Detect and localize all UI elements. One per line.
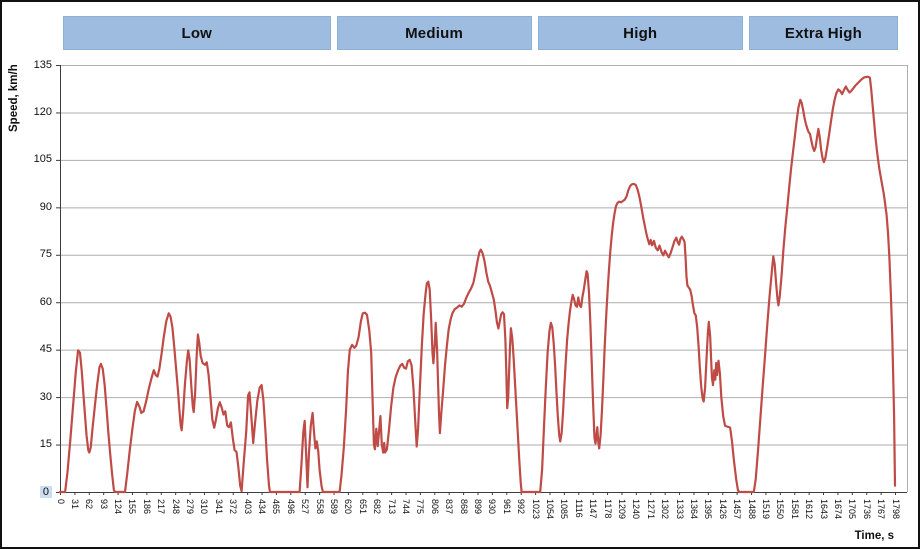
x-tick-label-186: 186 (141, 499, 152, 515)
x-tick-label-775: 775 (415, 499, 426, 515)
x-tick-label-1302: 1302 (660, 499, 671, 520)
x-tick-label-248: 248 (170, 499, 181, 515)
x-tick-label-1364: 1364 (688, 499, 699, 520)
x-tick-label-1519: 1519 (760, 499, 771, 520)
x-tick-label-93: 93 (98, 499, 109, 510)
x-tick-label-1395: 1395 (703, 499, 714, 520)
x-tick-label-1209: 1209 (616, 499, 627, 520)
x-tick-label-496: 496 (285, 499, 296, 515)
x-tick-label-961: 961 (501, 499, 512, 515)
x-tick-label-1488: 1488 (746, 499, 757, 520)
x-tick-label-1023: 1023 (530, 499, 541, 520)
x-tick-label-62: 62 (84, 499, 95, 510)
x-tick-label-217: 217 (156, 499, 167, 515)
x-tick-label-279: 279 (185, 499, 196, 515)
y-tick-label-90: 90 (39, 200, 52, 213)
x-tick-label-589: 589 (329, 499, 340, 515)
x-tick-label-620: 620 (343, 499, 354, 515)
x-tick-label-372: 372 (228, 499, 239, 515)
x-tick-label-899: 899 (473, 499, 483, 515)
x-tick-label-0: 0 (55, 499, 66, 505)
y-tick-label-75: 75 (39, 248, 52, 261)
x-tick-label-465: 465 (271, 499, 282, 515)
phase-band-high: High (537, 16, 743, 50)
x-tick-label-992: 992 (516, 499, 527, 515)
origin-label-highlight: 0 (39, 485, 52, 498)
x-tick-label-1333: 1333 (674, 499, 685, 520)
x-tick-label-1054: 1054 (544, 499, 555, 520)
speed-series-line (58, 75, 897, 494)
x-tick-label-806: 806 (429, 499, 440, 515)
x-tick-label-155: 155 (127, 499, 138, 515)
x-tick-label-31: 31 (69, 499, 80, 510)
y-tick-label-60: 60 (39, 295, 52, 308)
x-tick-label-713: 713 (386, 499, 397, 515)
x-tick-label-1705: 1705 (847, 499, 858, 520)
x-tick-label-1271: 1271 (645, 499, 656, 520)
phase-band-medium: Medium (336, 16, 532, 50)
x-tick-label-1457: 1457 (732, 499, 743, 520)
x-tick-label-434: 434 (257, 499, 268, 515)
y-tick-label-120: 120 (33, 105, 52, 118)
y-tick-label-15: 15 (39, 438, 52, 451)
x-tick-label-1736: 1736 (861, 499, 872, 520)
x-tick-label-1240: 1240 (631, 499, 642, 520)
x-axis-title: Time, s (854, 530, 894, 542)
x-tick-label-1674: 1674 (832, 499, 843, 520)
y-tick-label-0: 0 (18, 485, 52, 499)
x-tick-label-527: 527 (300, 499, 311, 515)
x-tick-label-1085: 1085 (559, 499, 570, 520)
x-tick-label-651: 651 (357, 499, 368, 515)
x-tick-label-1178: 1178 (602, 499, 613, 519)
x-tick-label-837: 837 (444, 499, 455, 515)
x-tick-label-682: 682 (372, 499, 383, 515)
x-tick-label-1767: 1767 (876, 499, 887, 520)
x-tick-label-1426: 1426 (717, 499, 728, 520)
x-tick-label-1643: 1643 (818, 499, 829, 520)
y-tick-label-135: 135 (33, 58, 52, 71)
y-tick-label-105: 105 (33, 153, 52, 166)
x-tick-label-124: 124 (113, 499, 124, 515)
x-tick-label-868: 868 (458, 499, 469, 515)
y-tick-label-45: 45 (39, 343, 52, 356)
x-tick-label-1147: 1147 (588, 499, 599, 519)
x-tick-label-1116: 1116 (573, 499, 584, 518)
y-axis-title: Speed, km/h (8, 64, 20, 132)
y-tick-label-30: 30 (39, 390, 52, 403)
x-tick-label-310: 310 (199, 499, 210, 515)
phase-band-extra-high: Extra High (748, 16, 898, 50)
x-tick-label-403: 403 (242, 499, 253, 515)
x-tick-label-1581: 1581 (789, 499, 800, 520)
x-tick-label-744: 744 (401, 499, 412, 515)
phase-band-low: Low (63, 16, 331, 50)
x-tick-label-1612: 1612 (804, 499, 815, 520)
x-tick-label-1550: 1550 (775, 499, 786, 520)
x-tick-label-930: 930 (487, 499, 498, 515)
x-tick-label-1798: 1798 (890, 499, 901, 520)
x-tick-label-341: 341 (213, 499, 224, 515)
x-tick-label-558: 558 (314, 499, 325, 515)
